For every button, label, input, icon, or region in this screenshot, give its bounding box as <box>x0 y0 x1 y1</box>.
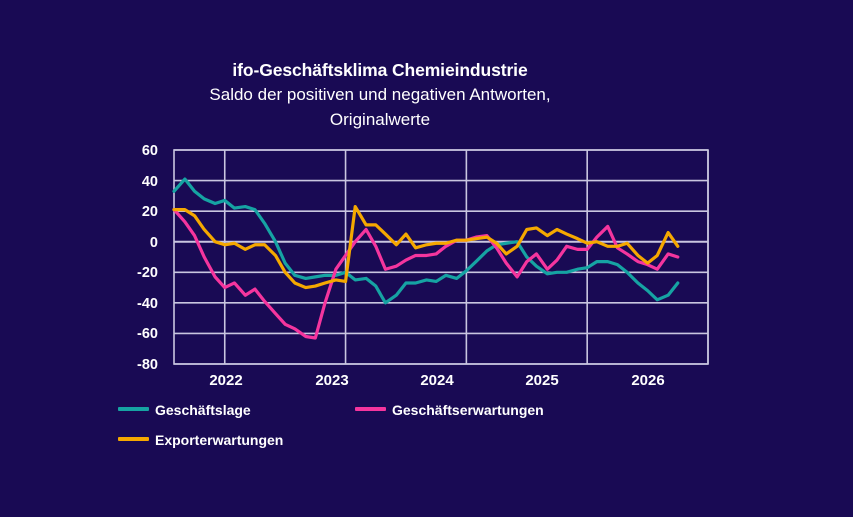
legend-label: Geschäftslage <box>155 402 251 419</box>
x-tick-label: 2023 <box>315 372 349 389</box>
x-tick-label: 2022 <box>209 372 243 389</box>
y-tick-label: 20 <box>141 204 158 220</box>
x-tick-label: 2025 <box>525 372 559 389</box>
plot-frame <box>173 149 709 365</box>
subtitle-line-2: Originalwerte <box>329 110 431 129</box>
chart-header: ifo-Geschäftsklima Chemieindustrie Saldo… <box>0 58 760 132</box>
subtitle-line-1: Saldo der positiven und negativen Antwor… <box>209 85 551 104</box>
series-line-geschäftslage <box>172 177 680 305</box>
y-tick-label: -60 <box>137 326 158 342</box>
y-tick-label: -80 <box>137 357 158 373</box>
legend-swatch-geschaeftslage <box>118 407 149 412</box>
x-tick-label: 2026 <box>631 372 665 389</box>
legend-label: Geschäftserwartungen <box>392 402 544 419</box>
y-tick-label: 0 <box>149 235 158 251</box>
y-tick-label: -40 <box>137 296 158 312</box>
legend-item-exporterwartungen[interactable]: Exporterwartungen <box>118 431 283 448</box>
x-tick-label: 2024 <box>420 372 454 389</box>
legend-swatch-geschaeftserwartungen <box>355 407 386 412</box>
series-line-exporterwartungen <box>172 204 680 290</box>
legend-item-geschaeftserwartungen[interactable]: Geschäftserwartungen <box>355 401 544 418</box>
series-line-geschäftserwartungen <box>172 208 680 340</box>
legend-swatch-exporterwartungen <box>118 437 149 442</box>
legend-label: Exporterwartungen <box>155 432 284 449</box>
legend-item-geschaeftslage[interactable]: Geschäftslage <box>118 401 251 418</box>
page-title: ifo-Geschäftsklima Chemieindustrie <box>232 60 528 80</box>
y-tick-label: 60 <box>141 143 158 159</box>
line-chart <box>172 149 709 365</box>
y-tick-label: 40 <box>141 174 158 190</box>
y-tick-label: -20 <box>137 265 158 281</box>
chart-container <box>172 149 709 365</box>
